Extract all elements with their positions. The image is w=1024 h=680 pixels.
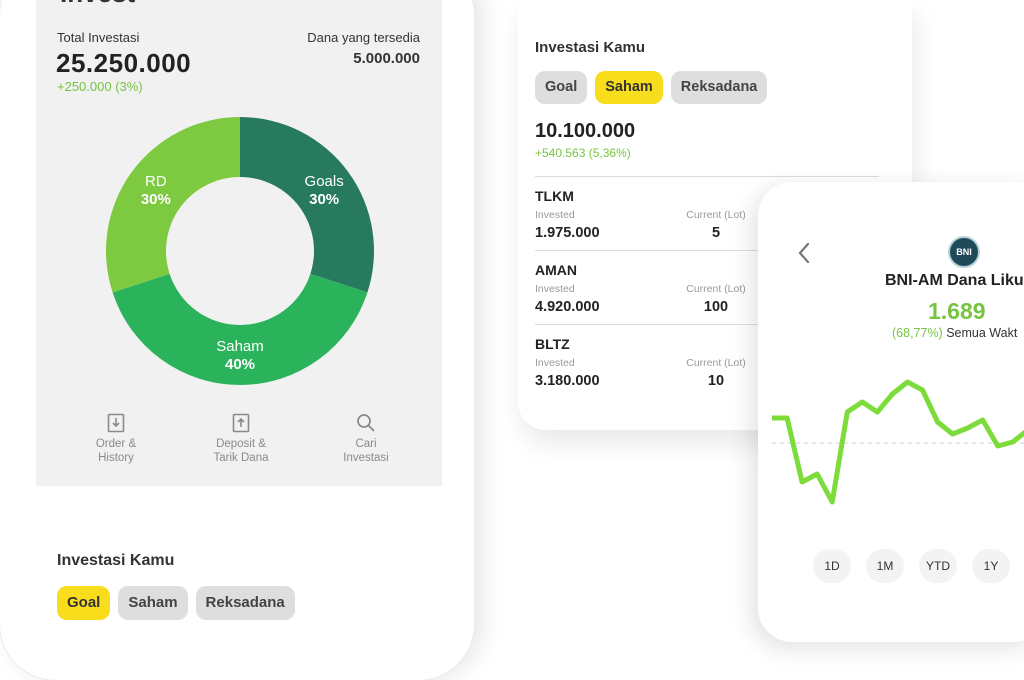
invested-value: 3.180.000 xyxy=(535,373,600,389)
allocation-donut-chart[interactable]: Goals 30% Saham 40% RD 30% xyxy=(104,115,376,387)
dana-tersedia-value: 5.000.000 xyxy=(353,50,420,67)
donut-label-name: Saham xyxy=(216,338,264,355)
tab-saham[interactable]: Saham xyxy=(595,71,663,104)
invest-screen: Invest Total Investasi 25.250.000 +250.0… xyxy=(36,0,442,486)
total-investasi-change: +250.000 (3%) xyxy=(57,79,143,94)
lot-value: 10 xyxy=(707,373,725,389)
donut-slice-goals[interactable] xyxy=(240,117,374,293)
deposit-tarik-label: Deposit & Tarik Dana xyxy=(213,438,269,464)
range-1d-button[interactable]: 1D xyxy=(813,549,851,583)
quick-actions: Order & History Deposit & Tarik Dana Car… xyxy=(56,412,426,465)
performance-line xyxy=(772,379,1024,505)
invested-value: 4.920.000 xyxy=(535,299,600,315)
fund-name: BNI-AM Dana Liku xyxy=(885,272,1024,289)
back-button[interactable] xyxy=(794,240,816,266)
left-phone: Invest Total Investasi 25.250.000 +250.0… xyxy=(0,0,474,680)
stock-row[interactable]: AMAN Invested 4.920.000 Current (Lot) 10… xyxy=(535,250,879,324)
order-history-label: Order & History xyxy=(95,438,137,464)
card-title: Investasi Kamu xyxy=(57,552,175,569)
cari-investasi-label: Cari Investasi xyxy=(343,438,389,464)
invested-label: Invested xyxy=(535,209,575,221)
tab-goal[interactable]: Goal xyxy=(535,71,588,104)
invested-value: 1.975.000 xyxy=(535,225,600,241)
total-investasi-value: 25.250.000 xyxy=(56,48,192,78)
donut-label-name: RD xyxy=(145,173,167,190)
stock-row[interactable]: TLKM Invested 1.975.000 Current (Lot) 5 xyxy=(535,176,879,250)
page-title: Invest xyxy=(60,0,135,9)
fund-detail-card: BNI BNI-AM Dana Liku 1.689 (68,77%) Semu… xyxy=(758,182,1024,642)
bni-logo: BNI xyxy=(948,236,980,268)
range-1y-button[interactable]: 1Y xyxy=(972,549,1010,583)
cari-investasi-button[interactable]: Cari Investasi xyxy=(306,412,426,465)
card-title: Investasi Kamu xyxy=(535,39,646,56)
chevron-left-icon xyxy=(798,242,810,264)
lot-label: Current (Lot) xyxy=(686,209,746,221)
deposit-icon xyxy=(230,412,252,434)
donut-label-value: 30% xyxy=(141,191,171,208)
donut-slice-rd[interactable] xyxy=(105,117,240,293)
fund-value: 1.689 xyxy=(928,298,986,324)
lot-label: Current (Lot) xyxy=(686,283,746,295)
order-history-button[interactable]: Order & History xyxy=(56,412,176,465)
donut-label-name: Goals xyxy=(305,173,344,190)
portfolio-tabs: Goal Saham Reksadana xyxy=(57,586,295,620)
lot-value: 5 xyxy=(711,225,721,241)
fund-change-period: Semua Wakt xyxy=(946,326,1018,340)
deposit-tarik-button[interactable]: Deposit & Tarik Dana xyxy=(181,412,301,465)
fund-change-pct: (68,77%) xyxy=(892,326,943,340)
stock-ticker: AMAN xyxy=(535,262,577,278)
tab-goal[interactable]: Goal xyxy=(57,586,111,620)
total-investasi-label: Total Investasi xyxy=(57,30,140,45)
stock-ticker: TLKM xyxy=(535,188,574,204)
dana-tersedia-label: Dana yang tersedia xyxy=(307,30,420,45)
range-selector: 1D 1M YTD 1Y xyxy=(813,549,1010,583)
donut-label-value: 30% xyxy=(309,191,339,208)
saham-portfolio-card: Investasi Kamu Goal Saham Reksadana 10.1… xyxy=(518,0,912,430)
investasi-kamu-card: Investasi Kamu Goal Saham Reksadana xyxy=(36,526,442,666)
donut-label-value: 40% xyxy=(225,356,255,373)
lot-label: Current (Lot) xyxy=(686,357,746,369)
order-history-icon xyxy=(105,412,127,434)
lot-value: 100 xyxy=(703,299,729,315)
fund-change: (68,77%) Semua Wakt xyxy=(892,326,1017,340)
invested-label: Invested xyxy=(535,357,575,369)
range-ytd-button[interactable]: YTD xyxy=(919,549,957,583)
stock-row[interactable]: BLTZ Invested 3.180.000 Current (Lot) 10 xyxy=(535,324,879,398)
saham-total-value: 10.100.000 xyxy=(535,120,636,142)
tab-reksadana[interactable]: Reksadana xyxy=(195,586,295,620)
tab-saham[interactable]: Saham xyxy=(118,586,188,620)
stock-ticker: BLTZ xyxy=(535,336,570,352)
invested-label: Invested xyxy=(535,283,575,295)
range-1m-button[interactable]: 1M xyxy=(866,549,904,583)
portfolio-tabs: Goal Saham Reksadana xyxy=(535,71,768,104)
saham-total-change: +540.563 (5,36%) xyxy=(535,146,631,160)
fund-performance-chart[interactable] xyxy=(758,182,1024,642)
donut-slice-saham[interactable] xyxy=(112,273,368,385)
stock-list: TLKM Invested 1.975.000 Current (Lot) 5 … xyxy=(535,176,879,398)
tab-reksadana[interactable]: Reksadana xyxy=(670,71,768,104)
search-icon xyxy=(355,412,377,434)
